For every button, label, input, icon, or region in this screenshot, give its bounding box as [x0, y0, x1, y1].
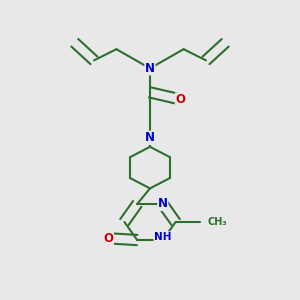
- Text: CH₃: CH₃: [208, 217, 227, 227]
- Text: O: O: [176, 93, 185, 106]
- Text: N: N: [145, 62, 155, 75]
- Text: N: N: [145, 131, 155, 144]
- Text: N: N: [158, 197, 168, 211]
- Text: NH: NH: [154, 232, 172, 242]
- Text: O: O: [103, 232, 113, 245]
